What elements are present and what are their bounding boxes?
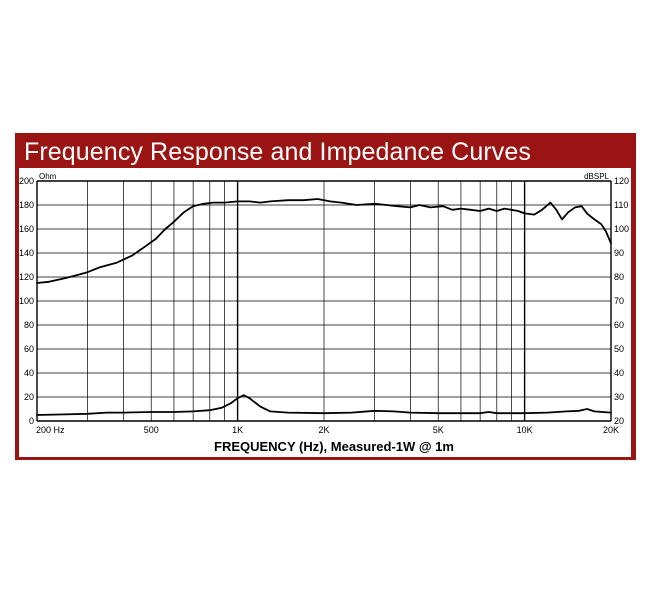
left-axis-unit: Ohm: [39, 172, 57, 181]
major-grid: [36, 180, 612, 422]
curves: [36, 198, 612, 416]
y-left-tick-label: 200: [19, 176, 34, 186]
y-right-tick-label: 100: [614, 224, 629, 234]
x-axis-label: FREQUENCY (Hz), Measured-1W @ 1m: [214, 439, 454, 454]
x-tick-label: 500: [144, 425, 159, 435]
x-tick-label: 2K: [318, 425, 329, 435]
y-right-tick-label: 120: [614, 176, 629, 186]
x-tick-label: 200 Hz: [36, 425, 65, 435]
y-left-tick-label: 140: [19, 248, 34, 258]
y-left-tick-label: 60: [24, 344, 34, 354]
spl-response-curve: [36, 198, 612, 284]
x-tick-label: 5K: [433, 425, 444, 435]
y-right-tick-label: 80: [614, 272, 624, 282]
y-right-tick-label: 20: [614, 416, 624, 426]
x-tick-label: 10K: [517, 425, 533, 435]
chart-title: Frequency Response and Impedance Curves: [24, 138, 531, 166]
impedance-curve: [36, 394, 612, 416]
y-left-tick-label: 20: [24, 392, 34, 402]
x-tick-label: 20K: [603, 425, 619, 435]
y-left-tick-label: 180: [19, 200, 34, 210]
y-right-tick-label: 110: [614, 200, 628, 210]
y-left-tick-label: 120: [19, 272, 34, 282]
y-left-tick-label: 100: [19, 296, 34, 306]
y-left-tick-label: 160: [19, 224, 34, 234]
y-left-tick-label: 40: [24, 368, 34, 378]
y-right-tick-label: 70: [614, 296, 624, 306]
y-right-tick-label: 60: [614, 320, 624, 330]
y-left-tick-label: 0: [29, 416, 34, 426]
y-right-tick-label: 30: [614, 392, 624, 402]
right-axis-unit: dBSPL: [584, 172, 609, 181]
chart-panel: [19, 168, 631, 457]
y-left-tick-label: 80: [24, 320, 34, 330]
minor-grid: [37, 181, 611, 421]
y-right-tick-label: 50: [614, 344, 624, 354]
axis-labels: 0 20 40 60 80 100 120 140 160 180 200 20 30 40 50 60 70 8…: [19, 176, 629, 435]
x-tick-label: 1K: [232, 425, 243, 435]
y-right-tick-label: 90: [614, 248, 624, 258]
y-right-tick-label: 40: [614, 368, 624, 378]
